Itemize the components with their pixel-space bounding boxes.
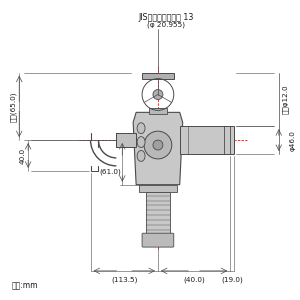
Circle shape [153, 90, 163, 100]
Bar [149, 108, 167, 114]
Bar [146, 192, 170, 234]
Text: (19.0): (19.0) [221, 277, 243, 283]
Bar [142, 73, 174, 79]
Circle shape [144, 131, 172, 159]
FancyBboxPatch shape [142, 233, 174, 247]
Bar [116, 133, 136, 147]
Bar [139, 185, 177, 192]
Text: JIS給水栓取付ねじ 13: JIS給水栓取付ねじ 13 [138, 13, 194, 22]
Text: (61.0): (61.0) [100, 169, 121, 175]
Polygon shape [133, 112, 183, 185]
Ellipse shape [137, 136, 145, 148]
Text: 単位:mm: 単位:mm [11, 282, 38, 291]
Text: (113.5): (113.5) [111, 277, 137, 283]
Ellipse shape [137, 123, 145, 134]
Ellipse shape [137, 151, 145, 161]
Bar [180, 126, 234, 154]
Text: 最大(65.0): 最大(65.0) [10, 91, 16, 122]
Text: (φ 20.955): (φ 20.955) [147, 22, 185, 28]
Text: φ46.0: φ46.0 [290, 130, 296, 151]
Text: (40.0): (40.0) [183, 277, 205, 283]
Text: 内径φ12.0: 内径φ12.0 [282, 85, 288, 114]
Circle shape [153, 140, 163, 150]
Text: 40.0: 40.0 [19, 147, 25, 164]
